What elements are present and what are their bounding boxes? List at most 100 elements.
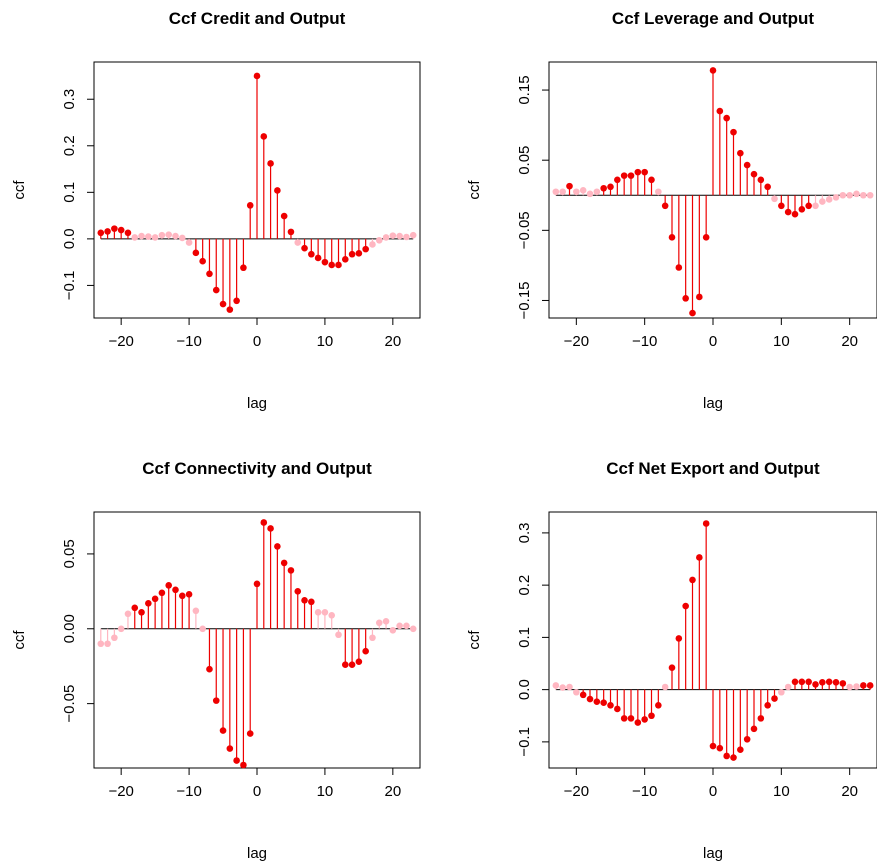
x-tick-label: −20	[564, 783, 589, 800]
data-point	[552, 682, 560, 689]
data-point	[661, 202, 669, 210]
data-point	[737, 149, 744, 157]
data-point	[301, 597, 308, 604]
data-point	[627, 715, 635, 722]
data-point	[131, 604, 139, 612]
data-point	[655, 702, 662, 709]
data-point	[559, 684, 566, 691]
data-point	[267, 525, 274, 532]
data-point	[267, 160, 274, 167]
data-point	[586, 695, 594, 703]
data-point	[355, 250, 363, 257]
y-axis-label: ccf	[11, 180, 28, 200]
data-point	[246, 202, 254, 209]
data-point	[280, 212, 288, 220]
data-point	[409, 625, 417, 633]
y-tick-label: 0.2	[516, 575, 533, 596]
y-tick-label: −0.1	[61, 271, 78, 301]
data-point	[798, 678, 806, 686]
data-point	[600, 184, 607, 192]
data-point	[246, 730, 254, 737]
data-point	[212, 697, 220, 704]
data-point	[287, 567, 295, 574]
data-point	[287, 228, 295, 236]
data-point	[805, 678, 812, 686]
data-point	[675, 635, 683, 642]
chart-panel-1: Ccf Credit and Output −20 −10 0 10 20 −0.1 0.0 0…	[11, 9, 421, 412]
data-point	[328, 261, 336, 269]
data-point	[620, 715, 628, 722]
data-point	[97, 229, 105, 237]
y-tick-label: −0.1	[516, 727, 533, 757]
data-point	[641, 716, 648, 723]
y-tick-label: 0.3	[516, 522, 533, 543]
data-point	[696, 293, 703, 301]
data-point	[709, 742, 717, 750]
data-point	[172, 586, 179, 594]
data-point	[348, 661, 356, 669]
data-point	[206, 270, 213, 278]
chart-title: Ccf Net Export and Output	[606, 459, 820, 478]
data-point	[737, 746, 744, 754]
x-tick-label: −20	[564, 333, 589, 350]
x-tick-label: −20	[108, 783, 133, 800]
data-point	[369, 634, 376, 642]
data-point	[117, 625, 125, 633]
data-point	[764, 702, 771, 709]
data-point	[233, 297, 240, 305]
data-point	[771, 195, 778, 203]
data-point	[145, 600, 152, 607]
data-point	[689, 576, 696, 584]
data-point	[716, 744, 724, 752]
chart-panel-3: Ccf Connectivity and Output −20 −10 0 10 20 −0…	[11, 459, 421, 862]
data-point	[593, 188, 601, 196]
data-point	[212, 286, 220, 294]
data-point	[648, 712, 655, 720]
data-point	[124, 229, 132, 237]
data-point	[757, 176, 765, 184]
data-point	[382, 617, 390, 625]
data-point	[185, 591, 193, 598]
data-point	[614, 176, 621, 184]
data-point	[784, 683, 792, 691]
data-point	[206, 665, 213, 673]
chart-title: Ccf Leverage and Output	[612, 9, 814, 28]
data-point	[696, 554, 703, 561]
y-tick-label: 0.00	[61, 614, 78, 643]
data-point	[866, 191, 874, 199]
data-point	[750, 170, 758, 178]
data-point	[682, 602, 689, 610]
data-point	[648, 176, 655, 184]
data-point	[341, 256, 349, 263]
data-point	[382, 234, 390, 241]
data-point	[192, 249, 200, 257]
data-point	[104, 640, 111, 648]
data-point	[593, 698, 601, 705]
x-tick-label: 10	[773, 783, 790, 800]
data-point	[409, 231, 417, 239]
x-tick-label: 20	[384, 333, 401, 350]
data-point	[253, 580, 261, 588]
data-point	[138, 232, 145, 240]
data-point	[396, 622, 403, 630]
data-point	[301, 244, 308, 252]
data-point	[375, 236, 383, 244]
data-point	[314, 609, 322, 616]
data-point	[682, 295, 689, 302]
data-point	[743, 735, 751, 743]
x-axis-label: lag	[247, 395, 267, 412]
data-point	[819, 198, 826, 205]
chart-title: Ccf Credit and Output	[169, 9, 346, 28]
data-point	[355, 658, 363, 666]
data-point	[403, 622, 410, 630]
data-point	[219, 300, 227, 308]
x-tick-label: 20	[384, 783, 401, 800]
y-axis-label: ccf	[11, 630, 28, 650]
chart-panel-2: Ccf Leverage and Output −20 −10 0 10 20 −0.15 −…	[466, 9, 877, 412]
data-point	[308, 598, 315, 606]
data-point	[573, 688, 580, 696]
data-point	[178, 592, 186, 600]
data-point	[778, 688, 785, 696]
x-tick-label: 0	[709, 333, 717, 350]
